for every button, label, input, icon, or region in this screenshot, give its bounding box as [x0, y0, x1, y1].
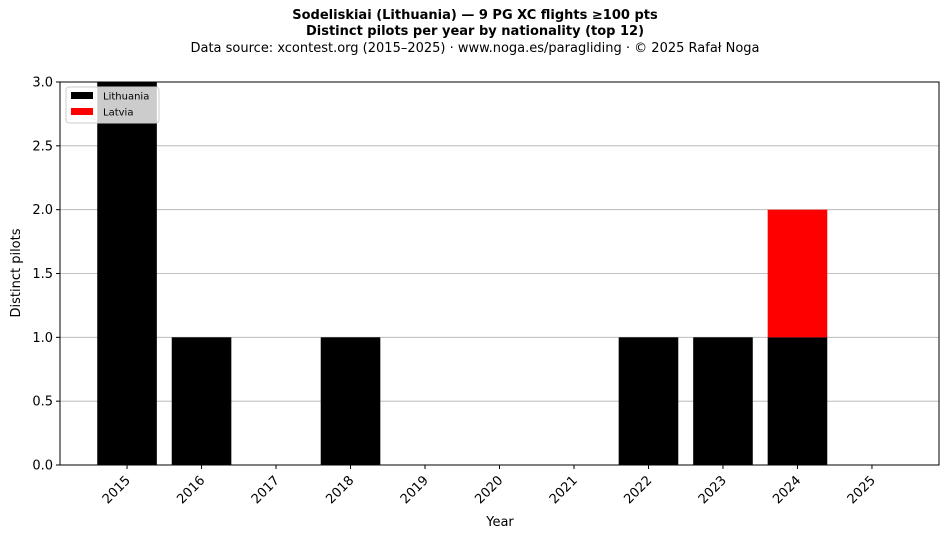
y-tick-label: 1.0 [32, 331, 53, 346]
x-tick-label: 2022 [621, 473, 655, 507]
x-tick-label: 2023 [696, 473, 730, 507]
y-tick-label: 0.5 [32, 395, 53, 410]
x-tick-label: 2017 [249, 473, 283, 507]
bars [97, 82, 828, 465]
x-axis-label: Year [485, 515, 514, 530]
y-tick-label: 1.5 [32, 267, 53, 282]
chart-source-line: Data source: xcontest.org (2015–2025) · … [190, 41, 760, 56]
x-tick-label: 2020 [472, 473, 506, 507]
bar-lithuania-2024 [767, 337, 828, 465]
bar-lithuania-2018 [320, 337, 381, 465]
bar-lithuania-2022 [618, 337, 679, 465]
bar-lithuania-2023 [693, 337, 753, 465]
legend-label-latvia: Latvia [103, 108, 133, 119]
y-tick-label: 3.0 [32, 76, 53, 91]
x-tick-label: 2019 [398, 473, 432, 507]
x-tick-label: 2021 [547, 473, 581, 507]
y-tick-label: 2.0 [32, 203, 53, 218]
legend-label-lithuania: Lithuania [103, 92, 149, 103]
legend: Lithuania Latvia [65, 86, 160, 124]
y-axis-label: Distinct pilots [9, 228, 24, 317]
chart-title: Sodeliskiai (Lithuania) — 9 PG XC flight… [292, 8, 658, 23]
x-tick-label: 2016 [174, 473, 208, 507]
chart-titles: Sodeliskiai (Lithuania) — 9 PG XC flight… [0, 8, 950, 58]
x-tick-label: 2025 [845, 473, 879, 507]
y-tick-label: 0.0 [32, 459, 53, 474]
bar-lithuania-2016 [171, 337, 232, 465]
bar-latvia-2024 [767, 209, 828, 338]
x-tick-label: 2024 [770, 473, 804, 507]
legend-swatch-lithuania [71, 92, 93, 99]
x-tick-label: 2018 [323, 473, 357, 507]
x-tick-label: 2015 [100, 473, 134, 507]
legend-swatch-latvia [71, 108, 93, 115]
chart-subtitle: Distinct pilots per year by nationality … [305, 24, 645, 39]
bar-lithuania-2015 [97, 82, 157, 465]
y-tick-label: 2.5 [32, 139, 53, 154]
